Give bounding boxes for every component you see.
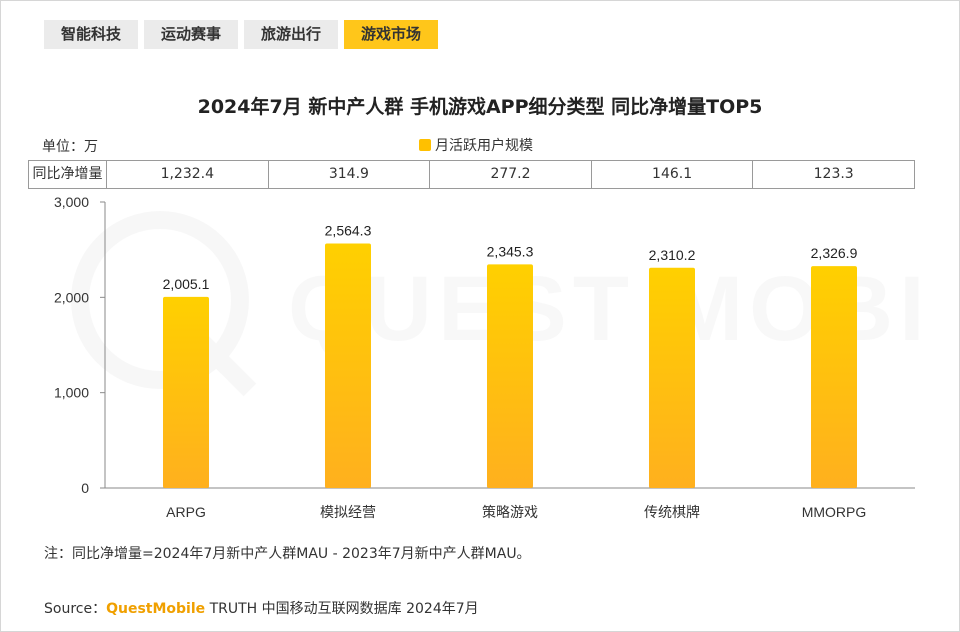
x-tick-label: 传统棋牌 xyxy=(644,504,700,520)
bar-value-label: 2,345.3 xyxy=(487,243,534,259)
y-tick-label: 2,000 xyxy=(54,289,89,305)
bar-value-label: 2,005.1 xyxy=(163,276,210,292)
growth-row-label: 同比净增量 xyxy=(29,161,107,188)
y-tick-label: 0 xyxy=(81,480,89,496)
source-line: Source：QuestMobile TRUTH 中国移动互联网数据库 2024… xyxy=(44,598,479,618)
y-tick-label: 3,000 xyxy=(54,194,89,210)
x-tick-label: 策略游戏 xyxy=(482,504,538,520)
growth-cell: 277.2 xyxy=(430,161,592,188)
bar xyxy=(649,267,695,488)
source-brand: QuestMobile xyxy=(106,601,206,617)
tab-travel[interactable]: 旅游出行 xyxy=(244,20,339,49)
x-tick-label: 模拟经营 xyxy=(320,504,376,520)
growth-table: 同比净增量 1,232.4 314.9 277.2 146.1 123.3 xyxy=(28,160,915,189)
unit-label: 单位：万 xyxy=(42,139,98,155)
growth-cell: 314.9 xyxy=(269,161,431,188)
bar xyxy=(325,243,371,488)
bar-value-label: 2,310.2 xyxy=(649,247,696,263)
chart-title: 2024年7月 新中产人群 手机游戏APP细分类型 同比净增量TOP5 xyxy=(197,96,763,118)
bar-chart: 0 1,000 2,000 3,000 2,005.1 ARPG 2,564.3 模拟经营 2,… xyxy=(54,194,915,520)
source-prefix: Source： xyxy=(44,601,107,617)
growth-cell: 123.3 xyxy=(813,166,854,182)
tab-smart-tech[interactable]: 智能科技 xyxy=(44,20,139,49)
legend: 月活跃用户规模 xyxy=(419,135,533,155)
x-tick-label: ARPG xyxy=(166,504,206,520)
source-suffix: TRUTH 中国移动互联网数据库 2024年7月 xyxy=(205,601,479,617)
tab-sports[interactable]: 运动赛事 xyxy=(144,20,239,49)
y-tick-label: 1,000 xyxy=(54,385,89,401)
bar-value-label: 2,326.9 xyxy=(811,245,858,261)
bar xyxy=(811,266,857,488)
bar xyxy=(163,296,209,488)
x-tick-label: MMORPG xyxy=(802,504,867,520)
legend-label: 月活跃用户规模 xyxy=(435,138,533,154)
growth-cell: 1,232.4 xyxy=(107,161,269,188)
category-tabs: 智能科技 运动赛事 旅游出行 游戏市场 xyxy=(44,20,439,49)
legend-swatch xyxy=(419,139,431,151)
bar-value-label: 2,564.3 xyxy=(325,223,372,239)
growth-cell: 146.1 xyxy=(592,161,754,188)
tab-game-market[interactable]: 游戏市场 xyxy=(344,20,439,49)
footnote: 注：同比净增量=2024年7月新中产人群MAU - 2023年7月新中产人群MA… xyxy=(44,546,531,562)
bar xyxy=(487,264,533,488)
